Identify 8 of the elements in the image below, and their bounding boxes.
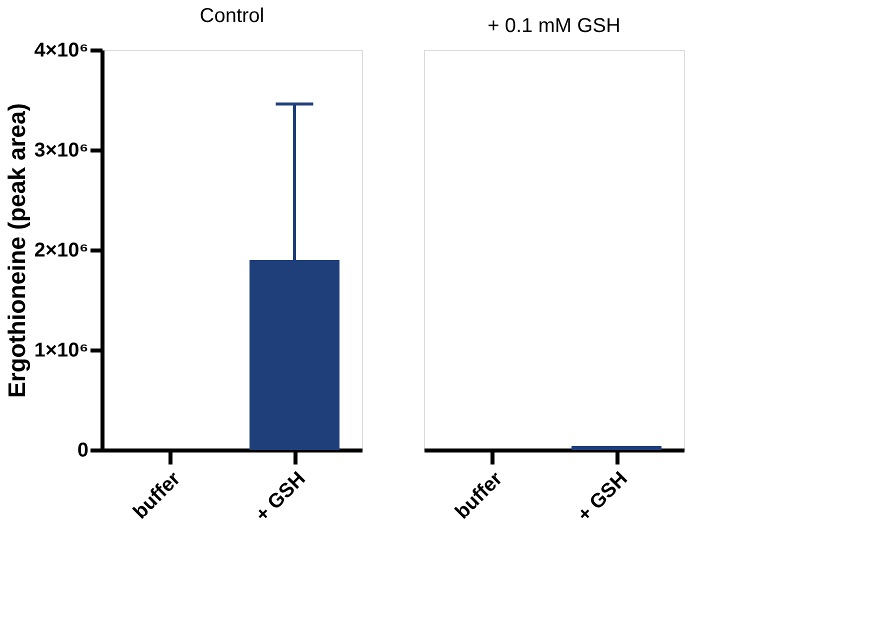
chart-title: + 0.1 mM GSH <box>488 15 620 37</box>
chart-title: Control <box>200 5 264 27</box>
y-tick-label: 0 <box>77 440 88 462</box>
y-axis-title: Ergothioneine (peak area) <box>4 103 32 398</box>
y-tick-label: 4×10⁶ <box>34 40 88 62</box>
y-tick-label: 1×10⁶ <box>34 340 88 362</box>
y-tick-label: 3×10⁶ <box>34 140 88 162</box>
y-tick-label: 2×10⁶ <box>34 240 88 262</box>
